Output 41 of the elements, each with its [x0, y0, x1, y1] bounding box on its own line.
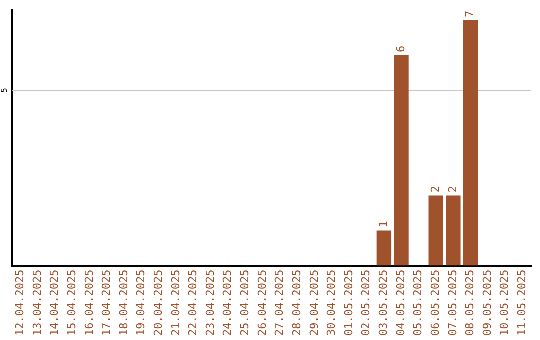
x-tick-label: 02.05.2025 — [360, 270, 373, 336]
x-tick-label: 28.04.2025 — [290, 270, 304, 336]
x-tick-label: 03.05.2025 — [377, 270, 390, 336]
x-tick-label: 22.04.2025 — [186, 270, 200, 336]
x-tick-label: 12.04.2025 — [14, 270, 27, 336]
data-label: 7 — [464, 10, 477, 18]
x-tick-label: 19.04.2025 — [134, 270, 148, 336]
x-tick-label: 04.05.2025 — [394, 270, 408, 336]
x-tick-label: 21.04.2025 — [169, 270, 182, 336]
bar — [446, 196, 461, 266]
x-tick-label: 23.04.2025 — [204, 270, 217, 336]
x-tick-label: 25.04.2025 — [238, 270, 252, 336]
data-label: 2 — [446, 186, 460, 193]
x-tick-label: 30.04.2025 — [325, 270, 338, 336]
x-tick-label: 17.04.2025 — [100, 270, 114, 336]
x-tick-label: 06.05.2025 — [428, 270, 442, 336]
data-label: 2 — [428, 186, 442, 193]
x-tick-label: 24.04.2025 — [221, 270, 234, 336]
x-tick-label: 26.04.2025 — [256, 270, 269, 336]
bar — [463, 20, 478, 266]
x-tick-label: 14.04.2025 — [48, 270, 62, 336]
x-tick-label: 20.04.2025 — [152, 270, 165, 336]
x-tick-label: 08.05.2025 — [464, 270, 477, 336]
x-tick-label: 10.05.2025 — [498, 270, 512, 336]
data-label: 1 — [377, 221, 390, 228]
x-tick-label: 29.04.2025 — [308, 270, 321, 336]
x-tick-label: 11.05.2025 — [516, 270, 529, 336]
x-tick-label: 15.04.2025 — [65, 270, 78, 336]
ref-line-label: 5 — [0, 88, 10, 94]
x-tick-label: 13.04.2025 — [30, 270, 44, 336]
x-tick-label: 07.05.2025 — [446, 270, 460, 336]
bar — [428, 196, 444, 266]
x-tick-label: 16.04.2025 — [82, 270, 96, 336]
x-tick-label: 05.05.2025 — [412, 270, 425, 336]
bar — [376, 230, 392, 266]
x-tick-label: 18.04.2025 — [117, 270, 130, 336]
x-tick-label: 01.05.2025 — [342, 270, 356, 336]
bar — [394, 56, 409, 266]
x-tick-label: 27.04.2025 — [273, 270, 286, 336]
x-tick-label: 09.05.2025 — [480, 270, 494, 336]
data-label: 6 — [394, 46, 408, 53]
